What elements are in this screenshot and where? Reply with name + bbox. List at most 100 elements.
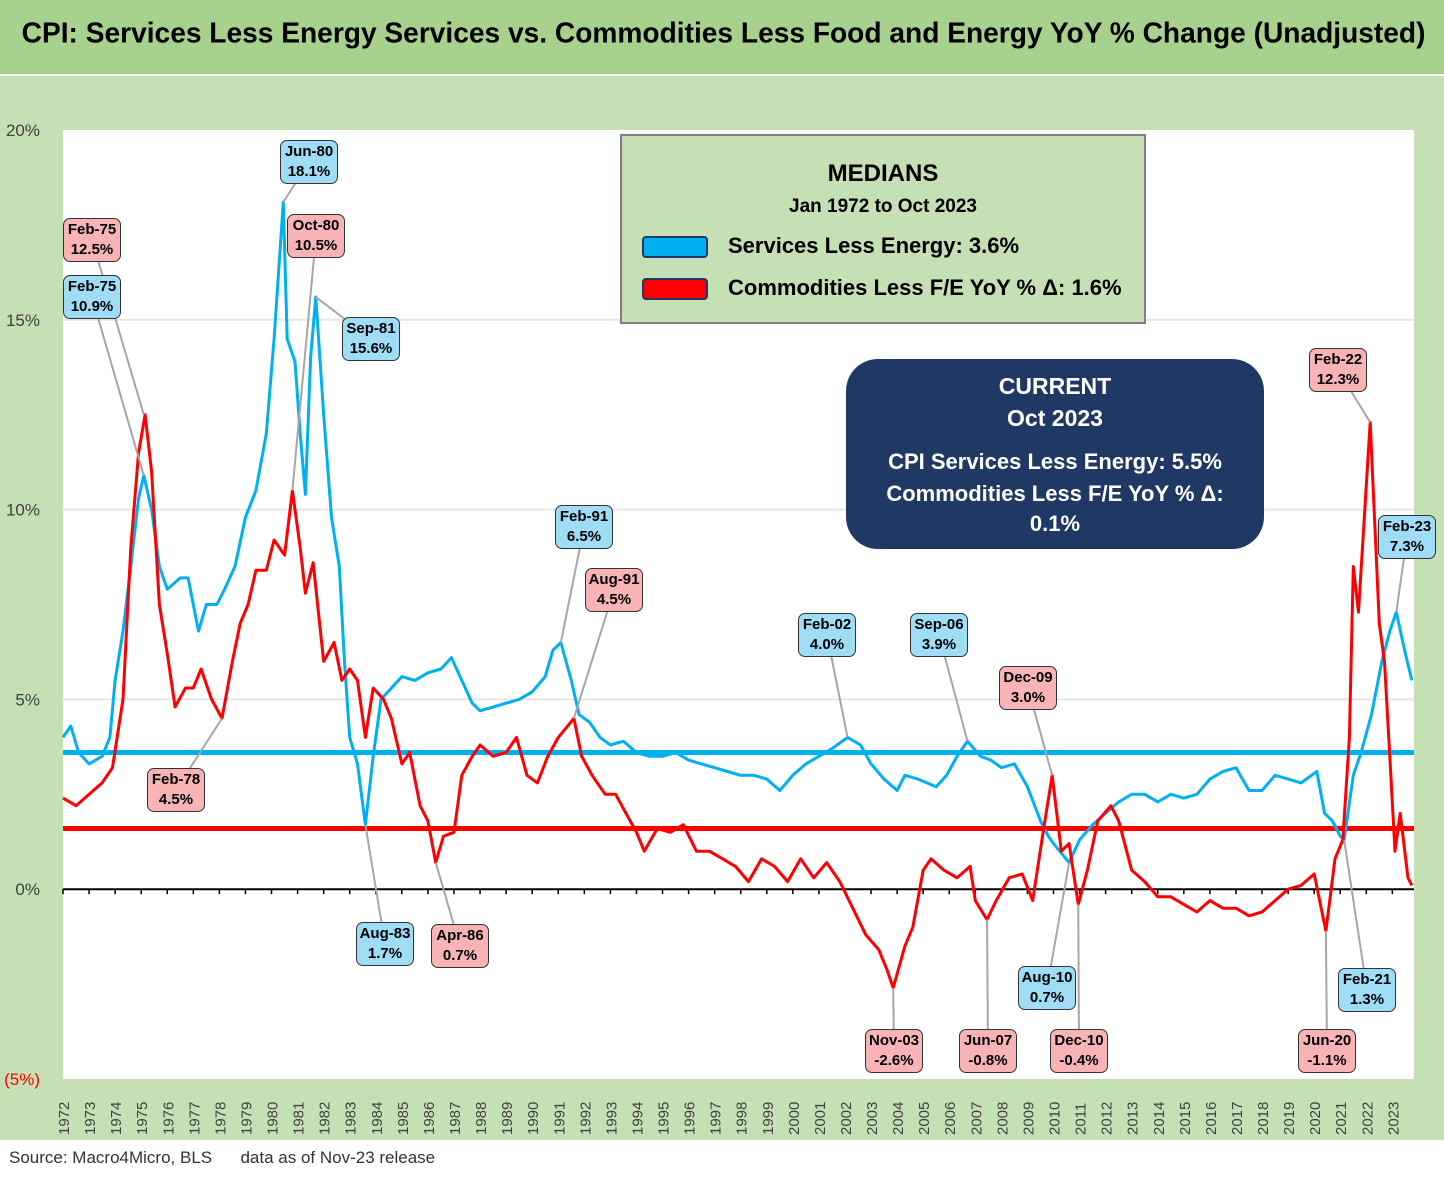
x-tick-label: 2005 <box>916 1102 933 1135</box>
y-tick-label: 10% <box>6 501 40 520</box>
annotation-services: Aug-10 0.7% <box>1018 966 1076 1010</box>
annotation-date: Jun-20 <box>1302 1032 1352 1049</box>
title-bar <box>0 0 1444 76</box>
annotation-value: 10.9% <box>70 298 114 315</box>
annotation-value: 10.5% <box>294 237 338 254</box>
annotation-leader <box>91 296 145 476</box>
x-tick-label: 1976 <box>160 1102 177 1135</box>
x-tick-label: 1993 <box>603 1102 620 1135</box>
annotation-date: Nov-03 <box>868 1032 920 1049</box>
annotation-value: 0.7% <box>1029 989 1065 1006</box>
annotation-date: Feb-21 <box>1342 971 1392 988</box>
annotation-commodities: Jun-20 -1.1% <box>1298 1029 1356 1073</box>
annotation-value: 7.3% <box>1389 538 1425 555</box>
annotation-date: Oct-80 <box>292 217 340 234</box>
annotation-value: 18.1% <box>287 163 331 180</box>
y-tick-label: 0% <box>15 880 40 899</box>
x-tick-label: 2022 <box>1359 1102 1376 1135</box>
annotation-commodities: Apr-86 0.7% <box>431 924 489 968</box>
annotation-date: Feb-22 <box>1313 351 1363 368</box>
x-tick-label: 2012 <box>1099 1102 1116 1135</box>
annotation-value: 0.7% <box>442 947 478 964</box>
annotation-services: Sep-81 15.6% <box>342 317 400 361</box>
x-tick-label: 1990 <box>525 1102 542 1135</box>
annotation-date: Aug-83 <box>359 925 411 942</box>
x-tick-label: 1981 <box>291 1102 308 1135</box>
annotation-commodities: Nov-03 -2.6% <box>865 1029 923 1073</box>
annotation-date: Dec-10 <box>1054 1032 1104 1049</box>
current-commodities: Commodities Less F/E YoY % Δ: <box>886 481 1224 506</box>
services-series-line <box>61 200 1414 865</box>
annotation-value: 6.5% <box>566 528 602 545</box>
chart-title: CPI: Services Less Energy Services vs. C… <box>21 17 1426 50</box>
annotation-date: Feb-75 <box>67 221 117 238</box>
annotation-value: 4.5% <box>158 791 194 808</box>
annotation-value: 4.5% <box>596 591 632 608</box>
annotation-value: -0.8% <box>968 1052 1008 1069</box>
x-tick-label: 2002 <box>838 1102 855 1135</box>
annotation-services: Feb-23 7.3% <box>1378 515 1436 559</box>
x-tick-label: 2009 <box>1020 1102 1037 1135</box>
medians-legend: MEDIANS Jan 1972 to Oct 2023 Services Le… <box>620 134 1146 324</box>
annotation-services: Feb-21 1.3% <box>1338 968 1396 1012</box>
legend-label-commodities: Commodities Less F/E YoY % Δ: 1.6% <box>728 275 1122 300</box>
x-tick-label: 2015 <box>1177 1102 1194 1135</box>
annotation-commodities: Dec-10 -0.4% <box>1050 1029 1108 1073</box>
annotation-value: 15.6% <box>349 340 393 357</box>
y-tick-label: (5%) <box>4 1070 40 1089</box>
annotation-value: 1.7% <box>367 945 403 962</box>
x-tick-label: 2001 <box>812 1102 829 1135</box>
annotation-date: Dec-09 <box>1003 669 1053 686</box>
x-tick-label: 2023 <box>1385 1102 1402 1135</box>
annotation-value: -0.4% <box>1059 1052 1099 1069</box>
annotation-commodities: Feb-75 12.5% <box>63 218 121 262</box>
x-tick-label: 1974 <box>108 1102 125 1135</box>
annotation-services: Feb-02 4.0% <box>798 613 856 657</box>
annotation-date: Feb-75 <box>67 278 117 295</box>
commodities-series-line <box>62 413 1414 990</box>
y-tick-label: 20% <box>6 121 40 140</box>
annotation-date: Feb-02 <box>802 616 852 633</box>
annotation-date: Jun-80 <box>284 143 334 160</box>
annotation-leader <box>1343 839 1368 991</box>
annotation-services: Aug-83 1.7% <box>356 922 414 966</box>
current-heading: CURRENT <box>998 373 1112 399</box>
x-tick-label: 2014 <box>1151 1102 1168 1135</box>
x-tick-label: 1972 <box>56 1102 73 1135</box>
x-tick-label: 2018 <box>1255 1102 1272 1135</box>
x-tick-label: 1996 <box>682 1102 699 1135</box>
y-tick-label: 15% <box>6 311 40 330</box>
annotation-value: -1.1% <box>1307 1052 1347 1069</box>
annotation-services: Feb-75 10.9% <box>63 275 121 319</box>
x-tick-label: 2007 <box>968 1102 985 1135</box>
legend-label-services: Services Less Energy: 3.6% <box>728 233 1020 258</box>
annotation-date: Apr-86 <box>436 927 484 944</box>
annotation-date: Feb-23 <box>1382 518 1432 535</box>
x-tick-label: 2011 <box>1073 1103 1090 1135</box>
annotation-leader <box>91 239 145 415</box>
x-tick-label: 2006 <box>942 1102 959 1135</box>
annotation-value: 3.0% <box>1010 689 1046 706</box>
annotation-commodities: Feb-78 4.5% <box>147 768 205 812</box>
legend-period: Jan 1972 to Oct 2023 <box>789 196 977 217</box>
x-tick-label: 2008 <box>994 1102 1011 1135</box>
x-tick-label: 1987 <box>447 1102 464 1135</box>
annotation-date: Feb-78 <box>151 771 201 788</box>
legend-swatch-services <box>642 236 708 258</box>
annotation-value: 4.0% <box>809 636 845 653</box>
legend-swatch-commodities <box>642 278 708 300</box>
annotation-date: Sep-81 <box>346 320 396 337</box>
x-tick-label: 1977 <box>186 1102 203 1135</box>
x-tick-label: 2003 <box>864 1102 881 1135</box>
annotation-value: 1.3% <box>1349 991 1385 1008</box>
x-tick-label: 1991 <box>551 1102 568 1135</box>
x-tick-label: 1998 <box>734 1102 751 1135</box>
x-tick-label: 1983 <box>343 1102 360 1135</box>
x-tick-label: 2010 <box>1047 1102 1064 1135</box>
annotation-services: Feb-91 6.5% <box>555 505 613 549</box>
x-tick-label: 2019 <box>1281 1102 1298 1135</box>
annotation-value: 3.9% <box>921 636 957 653</box>
annotation-services: Sep-06 3.9% <box>910 613 968 657</box>
annotation-date: Aug-91 <box>588 571 640 588</box>
